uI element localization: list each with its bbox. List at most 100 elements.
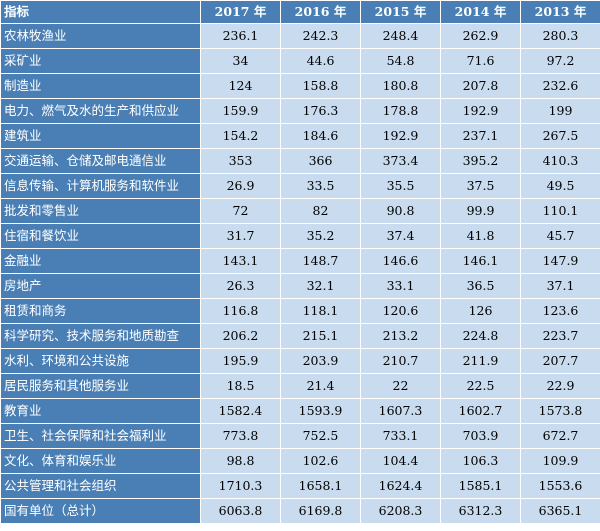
table-row: 采矿业 34 44.6 54.8 71.6 97.2 — [0, 48, 600, 74]
table-cell: 224.8 — [440, 323, 521, 349]
table-row: 交通运输、仓储及邮电通信业 353 366 373.4 395.2 410.3 — [0, 148, 600, 174]
table-cell: 102.6 — [280, 448, 361, 474]
table-row: 金融业 143.1 148.7 146.6 146.1 147.9 — [0, 248, 600, 274]
table-cell: 192.9 — [360, 123, 441, 149]
table-cell: 22.5 — [440, 373, 521, 399]
row-label: 交通运输、仓储及邮电通信业 — [0, 148, 201, 174]
table-cell: 34 — [200, 48, 281, 74]
table-cell: 199 — [520, 98, 600, 124]
table-cell: 1710.3 — [200, 473, 281, 499]
table-cell: 159.9 — [200, 98, 281, 124]
table-cell: 49.5 — [520, 173, 600, 199]
table-cell: 41.8 — [440, 223, 521, 249]
row-label: 文化、体育和娱乐业 — [0, 448, 201, 474]
table-cell: 232.6 — [520, 73, 600, 99]
table-cell: 1593.9 — [280, 398, 361, 424]
table-cell: 236.1 — [200, 23, 281, 49]
table-cell: 178.8 — [360, 98, 441, 124]
table-row: 水利、环境和公共设施 195.9 203.9 210.7 211.9 207.7 — [0, 348, 600, 374]
table-cell: 118.1 — [280, 298, 361, 324]
row-label: 采矿业 — [0, 48, 201, 74]
table-cell: 72 — [200, 198, 281, 224]
table-cell: 213.2 — [360, 323, 441, 349]
header-cell-2015: 2015 年 — [360, 0, 441, 24]
table-cell: 99.9 — [440, 198, 521, 224]
table-cell: 1582.4 — [200, 398, 281, 424]
table-cell: 366 — [280, 148, 361, 174]
table-cell: 223.7 — [520, 323, 600, 349]
table-body: 农林牧渔业 236.1 242.3 248.4 262.9 280.3 采矿业 34 44.6 5… — [0, 23, 600, 524]
table-cell: 104.4 — [360, 448, 441, 474]
table-cell: 1624.4 — [360, 473, 441, 499]
table-cell: 211.9 — [440, 348, 521, 374]
table-cell: 123.6 — [520, 298, 600, 324]
table-cell: 248.4 — [360, 23, 441, 49]
table-cell: 21.4 — [280, 373, 361, 399]
table-row: 科学研究、技术服务和地质勘查 206.2 215.1 213.2 224.8 223.7 — [0, 323, 600, 349]
table-cell: 1602.7 — [440, 398, 521, 424]
row-label: 电力、燃气及水的生产和供应业 — [0, 98, 201, 124]
table-cell: 106.3 — [440, 448, 521, 474]
table-cell: 176.3 — [280, 98, 361, 124]
table-row: 信息传输、计算机服务和软件业 26.9 33.5 35.5 37.5 49.5 — [0, 173, 600, 199]
table-cell: 44.6 — [280, 48, 361, 74]
table-cell: 71.6 — [440, 48, 521, 74]
row-label: 卫生、社会保障和社会福利业 — [0, 423, 201, 449]
table-cell: 672.7 — [520, 423, 600, 449]
table-row: 国有单位（总计） 6063.8 6169.8 6208.3 6312.3 6365.1 — [0, 498, 600, 524]
table-cell: 773.8 — [200, 423, 281, 449]
header-cell-2014: 2014 年 — [440, 0, 521, 24]
table-cell: 18.5 — [200, 373, 281, 399]
table-cell: 45.7 — [520, 223, 600, 249]
header-cell-2016: 2016 年 — [280, 0, 361, 24]
table-cell: 54.8 — [360, 48, 441, 74]
row-label: 建筑业 — [0, 123, 201, 149]
table-cell: 32.1 — [280, 273, 361, 299]
table-cell: 6365.1 — [520, 498, 600, 524]
table-cell: 1573.8 — [520, 398, 600, 424]
table-cell: 752.5 — [280, 423, 361, 449]
table-row: 教育业 1582.4 1593.9 1607.3 1602.7 1573.8 — [0, 398, 600, 424]
table-cell: 26.9 — [200, 173, 281, 199]
row-label: 公共管理和社会组织 — [0, 473, 201, 499]
table-row: 租赁和商务 116.8 118.1 120.6 126 123.6 — [0, 298, 600, 324]
row-label: 金融业 — [0, 248, 201, 274]
row-label: 住宿和餐饮业 — [0, 223, 201, 249]
table-cell: 90.8 — [360, 198, 441, 224]
row-label: 水利、环境和公共设施 — [0, 348, 201, 374]
row-label: 信息传输、计算机服务和软件业 — [0, 173, 201, 199]
table-cell: 33.5 — [280, 173, 361, 199]
table-cell: 180.8 — [360, 73, 441, 99]
table-row: 文化、体育和娱乐业 98.8 102.6 104.4 106.3 109.9 — [0, 448, 600, 474]
row-label: 批发和零售业 — [0, 198, 201, 224]
table-cell: 267.5 — [520, 123, 600, 149]
table-row: 建筑业 154.2 184.6 192.9 237.1 267.5 — [0, 123, 600, 149]
table-cell: 203.9 — [280, 348, 361, 374]
table-cell: 35.2 — [280, 223, 361, 249]
table-cell: 215.1 — [280, 323, 361, 349]
table-row: 房地产 26.3 32.1 33.1 36.5 37.1 — [0, 273, 600, 299]
table-cell: 353 — [200, 148, 281, 174]
table-cell: 733.1 — [360, 423, 441, 449]
header-cell-2013: 2013 年 — [520, 0, 600, 24]
table-cell: 192.9 — [440, 98, 521, 124]
table-cell: 242.3 — [280, 23, 361, 49]
table-cell: 410.3 — [520, 148, 600, 174]
table-row: 居民服务和其他服务业 18.5 21.4 22 22.5 22.9 — [0, 373, 600, 399]
table-row: 电力、燃气及水的生产和供应业 159.9 176.3 178.8 192.9 199 — [0, 98, 600, 124]
table-cell: 124 — [200, 73, 281, 99]
table-row: 农林牧渔业 236.1 242.3 248.4 262.9 280.3 — [0, 23, 600, 49]
table-cell: 1553.6 — [520, 473, 600, 499]
table-cell: 97.2 — [520, 48, 600, 74]
table-cell: 206.2 — [200, 323, 281, 349]
table-row: 住宿和餐饮业 31.7 35.2 37.4 41.8 45.7 — [0, 223, 600, 249]
header-row: 指标 2017 年 2016 年 2015 年 2014 年 2013 年 — [0, 0, 600, 24]
table-cell: 184.6 — [280, 123, 361, 149]
table-row: 制造业 124 158.8 180.8 207.8 232.6 — [0, 73, 600, 99]
table-cell: 98.8 — [200, 448, 281, 474]
table-cell: 158.8 — [280, 73, 361, 99]
table-cell: 143.1 — [200, 248, 281, 274]
table-cell: 146.6 — [360, 248, 441, 274]
table-cell: 37.4 — [360, 223, 441, 249]
